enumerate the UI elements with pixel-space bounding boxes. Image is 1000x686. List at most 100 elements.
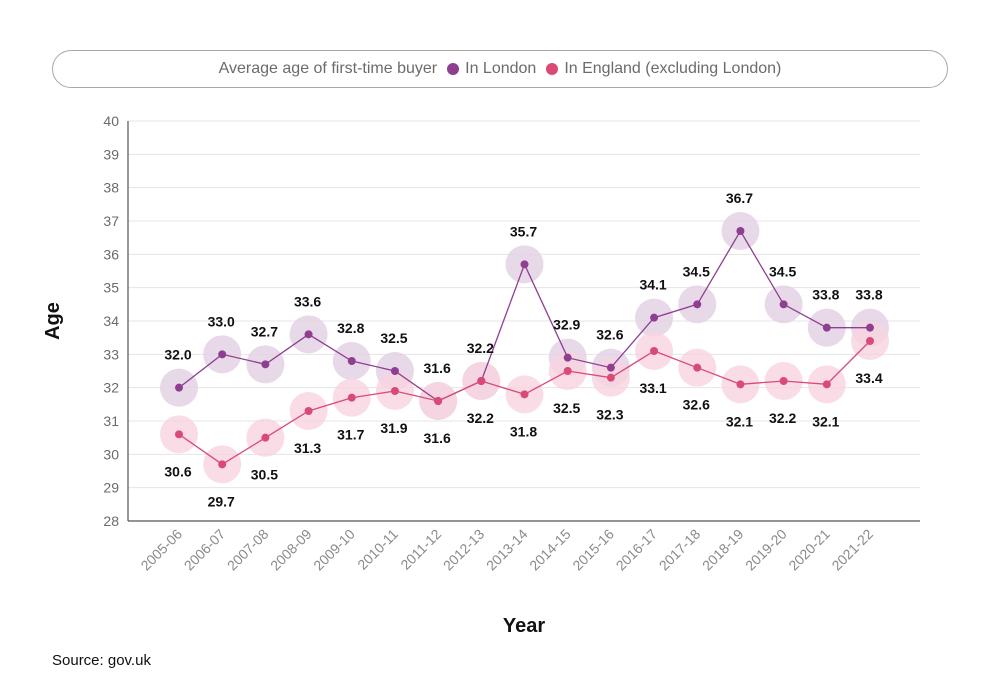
london-marker-icon	[447, 63, 460, 75]
london-data-label: 34.1	[639, 277, 666, 293]
y-tick-label: 36	[103, 246, 119, 262]
y-tick-label: 30	[103, 446, 119, 462]
y-tick-label: 32	[103, 380, 119, 396]
england-point	[304, 407, 313, 415]
london-data-label: 32.8	[337, 320, 364, 336]
legend-item-england: In England (excluding London)	[546, 60, 781, 78]
london-point	[218, 350, 227, 359]
england-data-label: 29.7	[208, 493, 235, 509]
london-point	[693, 300, 702, 309]
england-data-label: 32.1	[726, 413, 753, 429]
x-tick-label: 2005-06	[137, 526, 185, 574]
source-note: Source: gov.uk	[52, 652, 151, 669]
england-point	[650, 347, 659, 355]
london-point	[175, 383, 183, 392]
data-labels: 32.0 33.0 32.7 33.6 32.8 32.5 31.6 32.2 35.7 32.9…	[164, 190, 882, 509]
london-data-label: 31.6	[424, 360, 451, 376]
london-data-label: 35.7	[510, 223, 537, 239]
legend-label-england: In England (excluding London)	[564, 60, 782, 77]
axes	[127, 121, 920, 522]
x-tick-label: 2016-17	[613, 526, 661, 574]
x-tick-label: 2009-10	[310, 526, 358, 574]
london-data-label: 32.2	[467, 340, 494, 356]
england-point	[261, 433, 270, 442]
london-data-label: 36.7	[726, 190, 753, 206]
y-tick-label: 33	[103, 346, 119, 362]
england-data-label: 31.3	[294, 440, 321, 456]
legend-title: Average age of first-time buyer	[218, 60, 438, 77]
england-data-label: 31.8	[510, 423, 537, 439]
x-tick-label: 2019-20	[742, 526, 790, 574]
england-data-label: 33.1	[639, 380, 666, 396]
legend-label-london: In London	[465, 60, 537, 77]
x-tick-label: 2008-09	[267, 526, 315, 574]
england-data-label: 32.5	[553, 400, 580, 416]
y-tick-label: 29	[103, 480, 119, 496]
data-points	[175, 227, 874, 469]
y-tick-label: 34	[103, 313, 119, 329]
x-tick-label: 2018-19	[699, 526, 747, 574]
england-data-label: 30.6	[164, 463, 191, 479]
x-tick-label: 2011-12	[397, 526, 444, 573]
london-point	[736, 227, 745, 235]
london-point	[779, 300, 788, 309]
england-point	[606, 373, 615, 382]
england-data-label: 31.6	[424, 430, 451, 446]
london-point	[822, 323, 831, 332]
y-tick-label: 31	[103, 413, 119, 429]
y-axis-title: Age	[42, 302, 64, 340]
london-point	[520, 260, 529, 269]
y-tick-label: 28	[103, 513, 119, 529]
x-tick-label: 2010-11	[354, 526, 401, 573]
x-tick-label: 2015-16	[569, 526, 617, 574]
england-point	[390, 387, 399, 395]
england-data-label: 32.2	[467, 410, 494, 426]
london-data-label: 33.6	[294, 293, 321, 309]
england-point	[822, 380, 831, 389]
marker-halos	[160, 212, 889, 484]
x-tick-label: 2014-15	[526, 526, 574, 574]
england-point	[477, 377, 486, 385]
england-point	[175, 430, 183, 439]
england-point	[434, 397, 443, 405]
london-point	[866, 323, 874, 332]
england-point	[693, 363, 702, 372]
x-tick-label: 2020-21	[785, 526, 833, 574]
x-tick-label: 2021-22	[828, 526, 876, 574]
x-tick-label: 2006-07	[181, 526, 229, 574]
england-point	[520, 390, 529, 399]
x-tick-label: 2012-13	[440, 526, 488, 574]
england-data-label: 30.5	[251, 467, 278, 483]
x-tick-label: 2017-18	[656, 526, 704, 574]
x-tick-label: 2013-14	[483, 526, 531, 574]
england-point	[218, 460, 227, 469]
london-point	[304, 330, 313, 339]
london-point	[606, 363, 615, 372]
england-data-label: 31.7	[337, 427, 364, 443]
england-point	[866, 337, 874, 345]
y-tick-label: 37	[103, 213, 119, 229]
y-tick-label: 40	[103, 113, 119, 129]
london-data-label: 32.6	[596, 327, 623, 343]
england-point	[779, 377, 788, 385]
x-axis-title: Year	[503, 615, 545, 637]
london-data-label: 32.0	[164, 347, 191, 363]
london-data-label: 33.8	[855, 287, 882, 303]
london-data-label: 32.7	[251, 323, 278, 339]
london-point	[347, 357, 356, 365]
legend-item-london: In London	[447, 60, 536, 78]
london-data-label: 32.5	[380, 330, 407, 346]
england-data-label: 32.6	[683, 397, 710, 413]
london-point	[563, 353, 572, 362]
y-tick-label: 39	[103, 146, 119, 162]
legend: Average age of first-time buyer In Londo…	[52, 50, 948, 88]
england-point	[563, 367, 572, 375]
london-point	[390, 367, 399, 375]
england-data-label: 31.9	[380, 420, 407, 436]
london-data-label: 34.5	[769, 263, 796, 279]
england-point	[736, 380, 745, 389]
london-point	[261, 360, 270, 369]
england-data-label: 33.4	[855, 370, 882, 386]
england-data-label: 32.1	[812, 413, 839, 429]
